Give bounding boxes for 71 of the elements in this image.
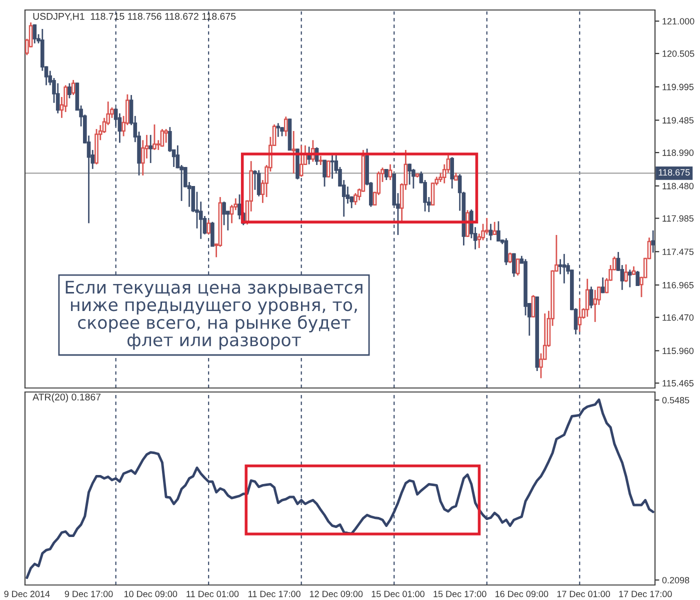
x-tick-label: 10 Dec 09:00	[124, 590, 178, 598]
candlestick	[152, 124, 156, 151]
candlestick	[593, 289, 597, 323]
y-tick-label: 117.475	[662, 248, 694, 256]
candlestick	[531, 294, 536, 318]
x-tick-label: 17 Dec 01:00	[557, 590, 610, 598]
candlestick	[492, 221, 496, 236]
chart-title: USDJPY,H1 118.715 118.756 118.672 118.675	[33, 12, 236, 21]
x-tick-label: 16 Dec 09:00	[495, 590, 548, 598]
y-tick-label: 0.2098	[662, 576, 690, 584]
y-tick-label: 120.505	[662, 50, 694, 57]
chart-title: ATR(20) 0.1867	[32, 393, 101, 402]
y-tick-label: 117.985	[662, 215, 694, 222]
candlestick	[322, 160, 326, 188]
x-tick-label: 9 Dec 2014	[4, 590, 50, 598]
candlestick	[600, 276, 605, 294]
candlestick	[68, 82, 72, 99]
candlestick	[512, 252, 516, 278]
x-tick-label: 9 Dec 17:00	[64, 590, 113, 598]
candlestick	[504, 238, 508, 266]
candlestick	[408, 162, 412, 186]
candlestick	[238, 194, 242, 220]
candlestick	[516, 258, 520, 276]
y-tick-label: 119.995	[662, 84, 694, 90]
candlestick	[164, 128, 168, 144]
candlestick	[330, 154, 334, 180]
candlestick	[496, 220, 500, 242]
ref-line-label: 118.675	[658, 169, 690, 176]
candlestick	[222, 200, 226, 226]
candlestick	[558, 258, 562, 275]
candlestick	[284, 116, 288, 137]
candlestick	[276, 122, 280, 138]
y-tick-label: 116.470	[662, 314, 694, 321]
candlestick	[256, 170, 261, 198]
x-tick-label: 12 Dec 09:00	[310, 590, 363, 598]
candlestick	[651, 230, 655, 254]
candlestick	[384, 168, 388, 181]
candlestick	[292, 130, 296, 174]
candlestick	[168, 126, 172, 153]
candlestick	[624, 264, 628, 283]
y-tick-label: 121.000	[662, 18, 694, 24]
candlestick	[140, 139, 145, 176]
candlestick	[160, 128, 164, 148]
annotation: Если текущая цена закрывается ниже предыдущего уровня, то, скорее всего, на рынке будет флет или разворот	[66, 280, 362, 350]
y-tick-label: 118.990	[662, 150, 694, 156]
y-tick-label: 115.960	[662, 348, 694, 354]
x-tick-label: 11 Dec 01:00	[186, 590, 239, 598]
candlestick	[585, 278, 590, 318]
candlestick	[354, 192, 358, 206]
candlestick	[508, 252, 512, 264]
candlestick	[32, 24, 37, 44]
y-tick-label: 0.5485	[662, 396, 690, 404]
candlestick	[326, 160, 330, 178]
y-tick-label: 119.485	[662, 117, 694, 124]
candlestick	[628, 268, 632, 288]
y-tick-label: 116.965	[662, 282, 694, 288]
candlestick	[562, 253, 566, 284]
y-tick-label: 115.465	[662, 380, 694, 386]
x-tick-label: 17 Dec 17:00	[619, 590, 672, 598]
candlestick	[388, 164, 392, 181]
x-tick-label: 15 Dec 17:00	[434, 590, 486, 598]
candlestick	[589, 286, 594, 309]
candlestick	[636, 270, 640, 287]
candlestick	[71, 79, 76, 96]
candlestick	[280, 126, 284, 137]
x-tick-label: 15 Dec 01:00	[372, 590, 424, 598]
candlestick	[450, 156, 454, 190]
x-tick-label: 11 Dec 17:00	[248, 590, 300, 598]
candlestick	[318, 155, 323, 166]
candlestick	[148, 134, 153, 164]
y-tick-label: 118.480	[662, 182, 694, 190]
